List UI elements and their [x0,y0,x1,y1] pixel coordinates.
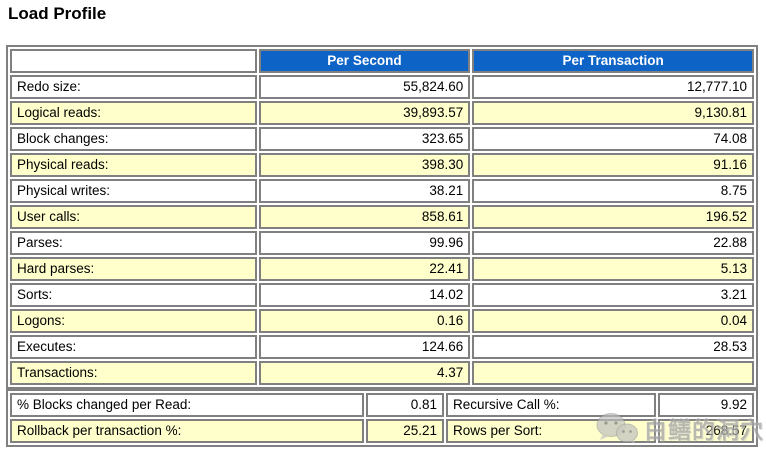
header-per-second: Per Second [258,49,471,73]
summary-label: Rows per Sort: [446,419,656,443]
header-blank-cell [10,49,257,73]
table-row: Parses: 99.96 22.88 [10,231,754,255]
load-profile-tbody: Redo size: 55,824.60 12,777.10 Logical read… [10,75,754,385]
per-transaction-value: 5.13 [472,257,754,281]
summary-value: 9.92 [658,393,754,417]
per-transaction-value: 22.88 [472,231,754,255]
load-profile-table: Per Second Per Transaction Redo size: 55,… [6,45,758,389]
table-row: Physical writes: 38.21 8.75 [10,179,754,203]
per-second-value: 124.66 [258,335,471,359]
stat-label: User calls: [10,205,257,229]
per-transaction-value [472,361,754,385]
summary-value: 0.81 [366,393,444,417]
table-row: User calls: 858.61 196.52 [10,205,754,229]
summary-row: Rollback per transaction %: 25.21 Rows per… [10,419,754,443]
stat-label: Hard parses: [10,257,257,281]
summary-label: Recursive Call %: [446,393,656,417]
table-row: Logons: 0.16 0.04 [10,309,754,333]
stat-label: Redo size: [10,75,257,99]
summary-value: 25.21 [366,419,444,443]
per-second-value: 323.65 [258,127,471,151]
header-row: Per Second Per Transaction [10,49,754,73]
stat-label: Sorts: [10,283,257,307]
header-per-transaction: Per Transaction [472,49,754,73]
per-second-value: 14.02 [258,283,471,307]
per-second-value: 55,824.60 [258,75,471,99]
per-transaction-value: 9,130.81 [472,101,754,125]
stat-label: Transactions: [10,361,257,385]
load-profile-summary-table: % Blocks changed per Read: 0.81 Recursive … [6,389,758,447]
stat-label: Executes: [10,335,257,359]
per-transaction-value: 12,777.10 [472,75,754,99]
table-row: Logical reads: 39,893.57 9,130.81 [10,101,754,125]
stat-label: Physical reads: [10,153,257,177]
per-transaction-value: 0.04 [472,309,754,333]
per-transaction-value: 196.52 [472,205,754,229]
page-title: Load Profile [8,4,107,23]
per-second-value: 38.21 [258,179,471,203]
stat-label: Parses: [10,231,257,255]
per-transaction-value: 74.08 [472,127,754,151]
summary-tbody: % Blocks changed per Read: 0.81 Recursive … [10,393,754,443]
table-row: Redo size: 55,824.60 12,777.10 [10,75,754,99]
per-transaction-value: 8.75 [472,179,754,203]
stat-label: Logical reads: [10,101,257,125]
summary-label: % Blocks changed per Read: [10,393,364,417]
per-second-value: 39,893.57 [258,101,471,125]
per-second-value: 858.61 [258,205,471,229]
per-second-value: 398.30 [258,153,471,177]
stat-label: Block changes: [10,127,257,151]
table-row: Hard parses: 22.41 5.13 [10,257,754,281]
table-row: Sorts: 14.02 3.21 [10,283,754,307]
per-transaction-value: 3.21 [472,283,754,307]
summary-row: % Blocks changed per Read: 0.81 Recursive … [10,393,754,417]
per-second-value: 4.37 [258,361,471,385]
summary-label: Rollback per transaction %: [10,419,364,443]
per-transaction-value: 28.53 [472,335,754,359]
stat-label: Logons: [10,309,257,333]
stat-label: Physical writes: [10,179,257,203]
per-second-value: 99.96 [258,231,471,255]
table-row: Block changes: 323.65 74.08 [10,127,754,151]
table-row: Executes: 124.66 28.53 [10,335,754,359]
per-second-value: 22.41 [258,257,471,281]
table-row: Transactions: 4.37 [10,361,754,385]
per-transaction-value: 91.16 [472,153,754,177]
summary-value: 268.57 [658,419,754,443]
table-row: Physical reads: 398.30 91.16 [10,153,754,177]
per-second-value: 0.16 [258,309,471,333]
